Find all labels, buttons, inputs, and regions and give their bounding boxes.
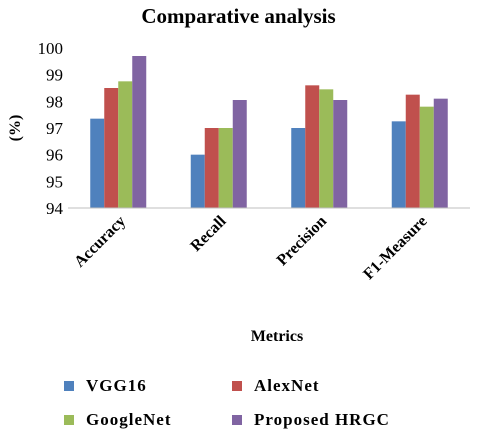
- y-axis-title: (%): [7, 115, 24, 142]
- y-tick-label: 94: [46, 199, 64, 218]
- bar-vgg16-f1-measure: [391, 121, 406, 208]
- y-tick-label: 99: [46, 66, 63, 85]
- legend-item-proposed-hrgc: Proposed HRGC: [232, 408, 452, 432]
- x-tick-label: Recall: [187, 212, 230, 255]
- legend-swatch: [64, 415, 74, 425]
- x-tick-label: Precision: [274, 213, 331, 270]
- y-tick-label: 96: [46, 146, 63, 165]
- legend-item-alexnet: AlexNet: [232, 374, 452, 398]
- legend-swatch: [232, 415, 242, 425]
- legend: VGG16 AlexNet GoogleNet Proposed HRGC: [64, 374, 464, 432]
- legend-swatch: [64, 381, 74, 391]
- y-tick-label: 97: [46, 119, 64, 138]
- legend-item-vgg16: VGG16: [64, 374, 232, 398]
- bar-alexnet-precision: [305, 85, 320, 208]
- bar-googlenet-recall: [218, 128, 233, 208]
- bar-chart: 94 95 96 97 98 99 100 Accuracy Recall Precision F…: [7, 39, 470, 345]
- bar-googlenet-precision: [319, 89, 334, 208]
- x-tick-label: F1-Measure: [360, 213, 430, 283]
- legend-label: Proposed HRGC: [254, 410, 390, 429]
- bars: [90, 56, 448, 208]
- legend-swatch: [232, 381, 242, 391]
- y-axis-ticks: 94 95 96 97 98 99 100: [38, 39, 64, 218]
- category-labels: Accuracy Recall Precision F1-Measure: [71, 212, 430, 283]
- chart-title: Comparative analysis: [141, 4, 336, 28]
- y-tick-label: 100: [38, 39, 64, 58]
- bar-proposed-hrgc-recall: [232, 100, 247, 208]
- y-tick-label: 95: [46, 172, 63, 191]
- x-axis-title: Metrics: [251, 328, 303, 345]
- bar-proposed-hrgc-f1-measure: [433, 98, 448, 208]
- bar-proposed-hrgc-accuracy: [132, 56, 147, 208]
- bar-googlenet-accuracy: [118, 81, 133, 208]
- legend-label: VGG16: [86, 376, 147, 395]
- legend-item-googlenet: GoogleNet: [64, 408, 232, 432]
- legend-label: GoogleNet: [86, 410, 172, 429]
- bar-vgg16-precision: [291, 128, 306, 208]
- bar-googlenet-f1-measure: [419, 106, 434, 208]
- bar-alexnet-f1-measure: [405, 94, 420, 208]
- bar-vgg16-recall: [190, 154, 205, 208]
- legend-label: AlexNet: [254, 376, 320, 395]
- bar-vgg16-accuracy: [90, 118, 105, 208]
- x-tick-label: Accuracy: [71, 213, 129, 271]
- bar-alexnet-accuracy: [104, 88, 119, 208]
- bar-proposed-hrgc-precision: [333, 100, 348, 208]
- bar-alexnet-recall: [204, 128, 219, 208]
- y-tick-label: 98: [46, 92, 63, 111]
